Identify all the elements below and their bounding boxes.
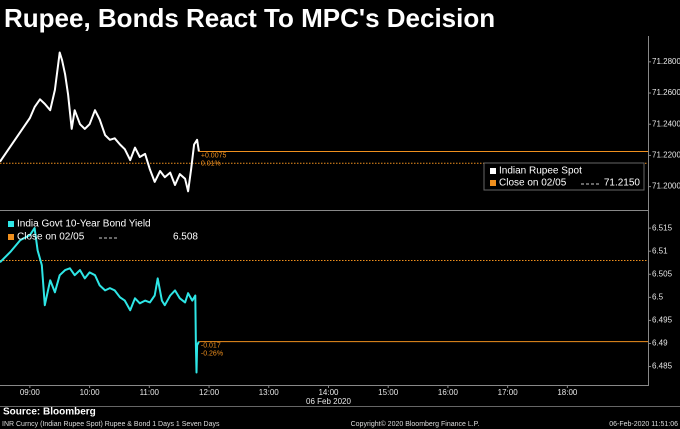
y-tick-label: 6.495 xyxy=(652,316,673,325)
x-tick-label: 18:00 xyxy=(557,388,578,397)
x-tick-label: 15:00 xyxy=(378,388,399,397)
y-tick-label: 6.515 xyxy=(652,223,673,232)
legend-label: Close on 02/05 xyxy=(17,232,85,243)
legend-swatch xyxy=(490,180,496,186)
footer-text: 06-Feb-2020 11:51:06 xyxy=(609,421,678,428)
y-tick-label: 6.485 xyxy=(652,362,673,371)
chart-title: Rupee, Bonds React To MPC's Decision xyxy=(4,3,495,33)
x-tick-label: 14:00 xyxy=(318,388,339,397)
y-tick-label: 71.2000 xyxy=(652,182,680,191)
x-tick-label: 16:00 xyxy=(438,388,459,397)
y-tick-label: 6.5 xyxy=(652,292,664,301)
legend-swatch xyxy=(490,168,496,174)
x-tick-label: 13:00 xyxy=(259,388,280,397)
legend-value: 71.2150 xyxy=(604,178,641,189)
y-tick-label: 6.49 xyxy=(652,339,668,348)
y-tick-label: 6.51 xyxy=(652,246,668,255)
x-tick-label: 09:00 xyxy=(20,388,41,397)
change-label: +0.0075 xyxy=(201,152,227,159)
source: Source: Bloomberg xyxy=(3,407,96,418)
y-tick-label: 71.2200 xyxy=(652,151,680,160)
x-tick-label: 12:00 xyxy=(199,388,220,397)
y-tick-label: 6.505 xyxy=(652,269,673,278)
x-axis-label: 06 Feb 2020 xyxy=(306,397,351,406)
change-label: 0.01% xyxy=(201,160,221,167)
series-line xyxy=(0,51,200,193)
series-line xyxy=(0,227,200,374)
legend-swatch xyxy=(8,221,14,227)
legend-box xyxy=(483,162,645,191)
change-label: -0.26% xyxy=(201,350,223,357)
footer-text: Copyright© 2020 Bloomberg Finance L.P. xyxy=(351,420,480,428)
legend-swatch xyxy=(8,234,14,240)
legend-label: Indian Rupee Spot xyxy=(499,166,582,177)
change-label: -0.017 xyxy=(201,342,221,349)
legend-label: Close on 02/05 xyxy=(499,178,567,189)
x-tick-label: 11:00 xyxy=(140,388,160,397)
y-tick-label: 71.2800 xyxy=(652,57,680,66)
x-tick-label: 17:00 xyxy=(498,388,519,397)
y-tick-label: 71.2400 xyxy=(652,119,680,128)
footer-text: INR Curncy (Indian Rupee Spot) Rupee & B… xyxy=(2,421,220,428)
legend-value: 6.508 xyxy=(173,232,198,243)
legend-label: India Govt 10-Year Bond Yield xyxy=(17,219,151,230)
x-tick-label: 10:00 xyxy=(80,388,101,397)
y-tick-label: 71.2600 xyxy=(652,88,680,97)
